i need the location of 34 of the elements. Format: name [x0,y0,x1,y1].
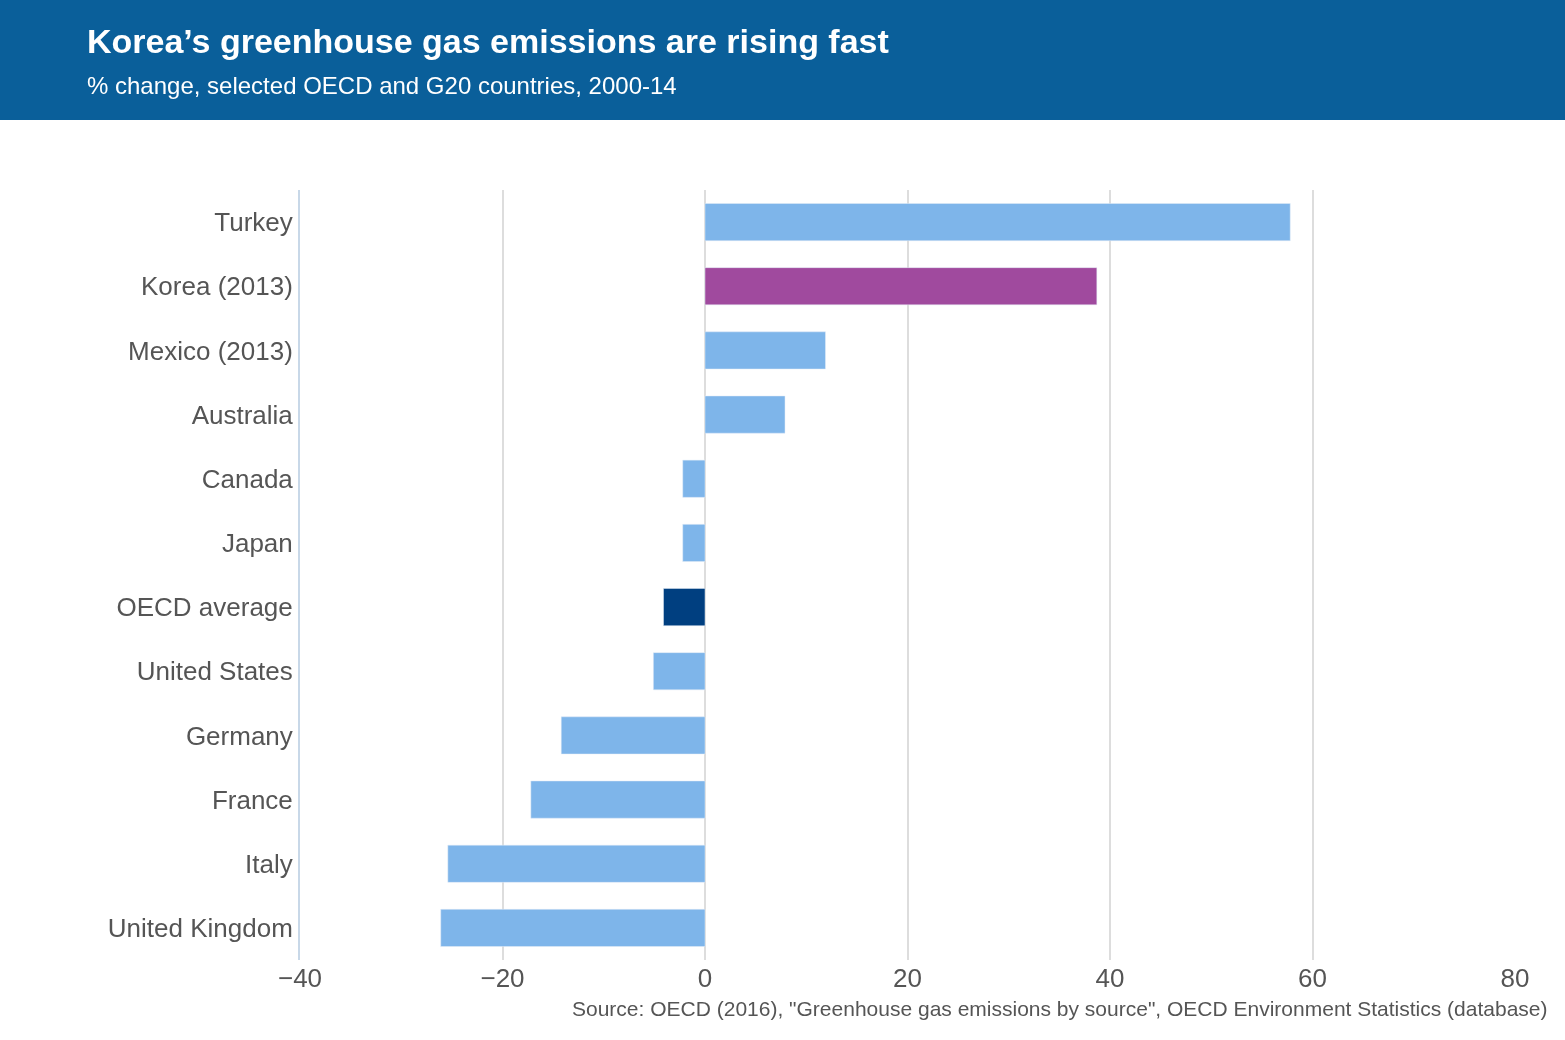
source-note: Source: OECD (2016), "Greenhouse gas emissions by source", OECD Environment Statistics (database) [572,997,1548,1020]
bar [663,588,706,626]
x-tick-label: −20 [480,963,525,993]
bar [682,459,706,498]
bar [704,203,1291,241]
bar [653,652,706,691]
bar [704,331,826,370]
y-tick-label: France [211,784,293,815]
y-tick-label: United Kingdom [107,913,293,944]
y-tick-label: Italy [245,848,293,879]
x-tick-label: 60 [1298,963,1327,993]
bar [447,844,706,883]
y-tick-label: Mexico (2013) [128,335,293,366]
bar [560,716,706,755]
bar [530,780,706,819]
y-tick-label: Canada [201,463,294,494]
y-tick-label: United States [136,656,293,687]
x-tick-label: 80 [1500,963,1530,993]
x-tick-label: 20 [893,963,922,993]
y-tick-label: Korea (2013) [141,271,293,302]
y-tick-label: Japan [221,528,293,559]
bar [704,395,786,434]
y-tick-label: OECD average [116,592,293,623]
bar [682,524,706,562]
y-tick-label: Germany [185,720,293,751]
bar [440,909,706,947]
bar [704,267,1098,306]
x-tick-label: 0 [697,963,713,993]
x-tick-label: −40 [277,963,323,993]
chart-title: Korea’s greenhouse gas emissions are rising fast [87,22,889,60]
x-tick-label: 40 [1095,963,1125,993]
y-tick-label: Australia [191,399,294,430]
y-tick-label: Turkey [214,207,293,238]
chart-subtitle: % change, selected OECD and G20 countries, 2000-14 [87,72,677,99]
